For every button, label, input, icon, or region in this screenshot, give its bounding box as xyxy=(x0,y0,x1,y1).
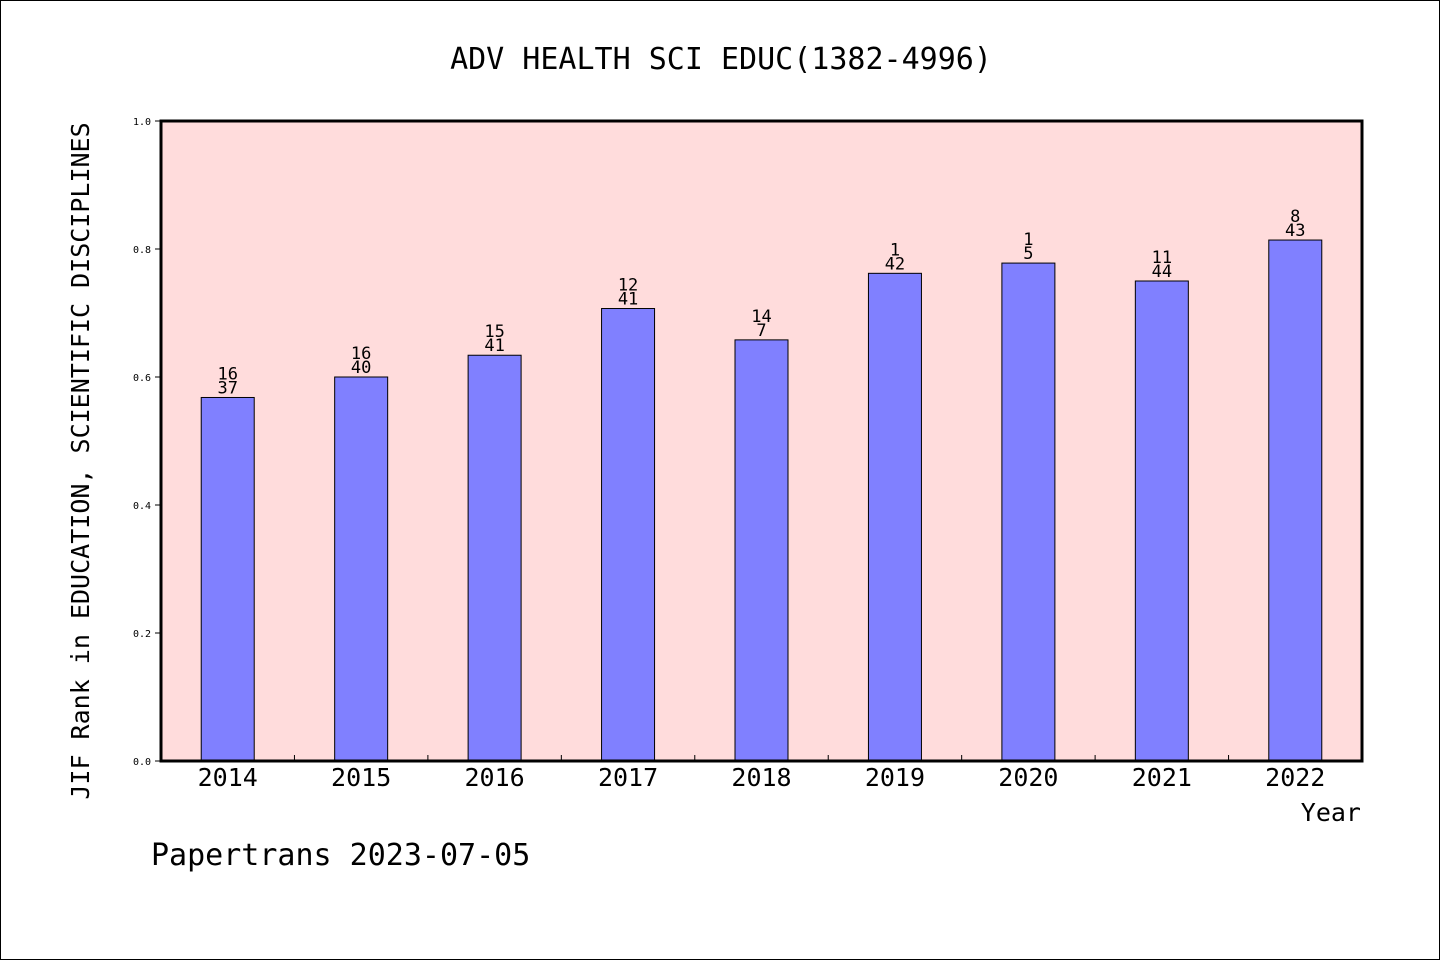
y-axis-label: JIF Rank in EDUCATION, SCIENTIFIC DISCIP… xyxy=(66,122,95,799)
x-tick-label-2019: 2019 xyxy=(865,763,925,792)
x-tick-label-2022: 2022 xyxy=(1265,763,1325,792)
x-tick-label-2021: 2021 xyxy=(1132,763,1192,792)
bar-label-bottom-2018: 7 xyxy=(756,321,766,341)
bar-label-top-2021: 11 xyxy=(1152,248,1172,268)
y-tick-label: 1.0 xyxy=(133,117,151,128)
footer-text: Papertrans 2023-07-05 xyxy=(151,838,530,873)
y-tick-label: 0.4 xyxy=(133,501,151,512)
bar-label-top-2022: 8 xyxy=(1290,207,1300,227)
plot-border xyxy=(159,119,1364,763)
bar-label-bottom-2020: 5 xyxy=(1023,244,1033,264)
x-axis-label: Year xyxy=(1301,798,1361,827)
bar-label-bottom-2021: 44 xyxy=(1152,262,1172,282)
bar-label-bottom-2014: 37 xyxy=(217,378,237,398)
bar-label-bottom-2019: 42 xyxy=(885,254,905,274)
bar-label-top-2016: 15 xyxy=(484,322,504,342)
x-tick-label-2020: 2020 xyxy=(998,763,1058,792)
x-tick-label-2017: 2017 xyxy=(598,763,658,792)
bar-label-bottom-2016: 41 xyxy=(484,336,504,356)
chart-title: ADV HEALTH SCI EDUC(1382-4996) xyxy=(450,42,992,77)
bars-group xyxy=(200,239,1323,762)
bar-2017 xyxy=(601,308,656,762)
y-tick-label: 0.0 xyxy=(133,757,151,768)
bar-2020 xyxy=(1001,262,1056,762)
bar-2014 xyxy=(200,396,255,762)
bar-2022 xyxy=(1268,239,1323,762)
bar-label-top-2017: 12 xyxy=(618,276,638,296)
y-tick-label: 0.6 xyxy=(133,373,151,384)
bar-label-top-2019: 1 xyxy=(890,240,900,260)
bar-label-top-2015: 16 xyxy=(351,344,371,364)
x-tick-label-2014: 2014 xyxy=(198,763,258,792)
bar-label-top-2018: 14 xyxy=(751,307,771,327)
bar-label-top-2014: 16 xyxy=(217,364,237,384)
y-axis: 0.0 0.2 0.4 0.6 0.8 1.0 xyxy=(133,117,161,768)
bar-2018 xyxy=(734,339,789,762)
bar-label-bottom-2022: 43 xyxy=(1285,221,1305,241)
bar-label-bottom-2017: 41 xyxy=(618,290,638,310)
y-tick-label: 0.8 xyxy=(133,245,151,256)
x-tick-label-2015: 2015 xyxy=(331,763,391,792)
bar-2016 xyxy=(467,354,522,762)
bar-label-bottom-2015: 40 xyxy=(351,358,371,378)
x-tick-label-2016: 2016 xyxy=(465,763,525,792)
x-tick-label-2018: 2018 xyxy=(731,763,791,792)
bar-label-top-2020: 1 xyxy=(1023,230,1033,250)
x-axis: 2014 2015 2016 2017 2018 2019 2020 2021 2022 xyxy=(198,755,1325,792)
bar-2019 xyxy=(867,272,922,762)
y-tick-label: 0.2 xyxy=(133,629,151,640)
bar-2021 xyxy=(1134,280,1189,762)
bar-2015 xyxy=(334,376,389,762)
